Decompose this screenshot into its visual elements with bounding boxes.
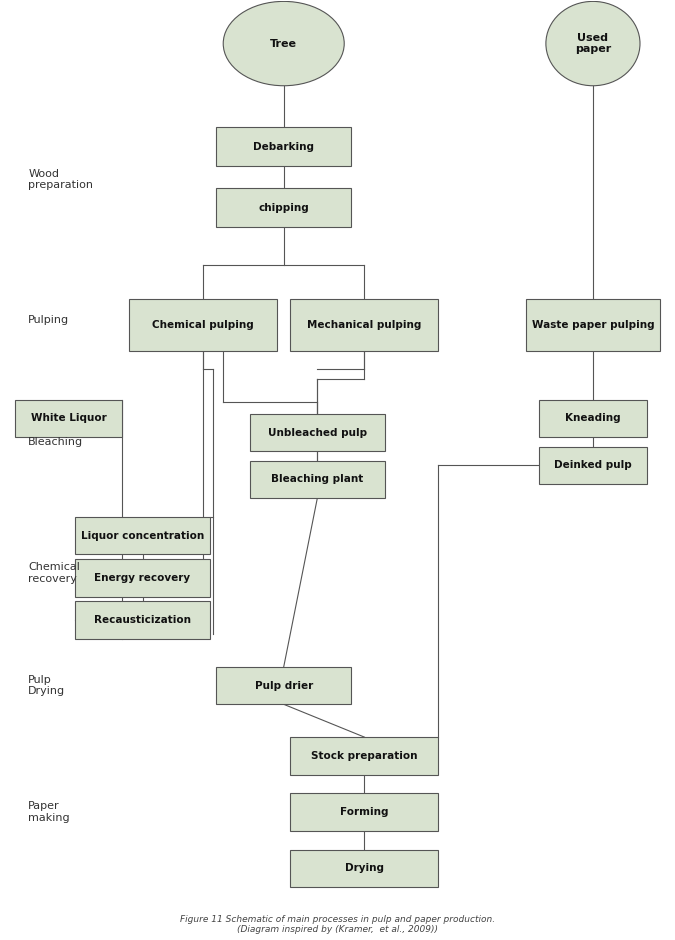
- Ellipse shape: [223, 1, 344, 86]
- Text: Paper
making: Paper making: [28, 801, 70, 822]
- Text: Drying: Drying: [345, 863, 384, 873]
- FancyBboxPatch shape: [250, 414, 385, 451]
- Text: Chemical
recovery: Chemical recovery: [28, 562, 80, 584]
- Text: Bleaching plant: Bleaching plant: [271, 475, 363, 484]
- FancyBboxPatch shape: [76, 517, 210, 555]
- Text: Stock preparation: Stock preparation: [311, 751, 418, 760]
- FancyBboxPatch shape: [290, 850, 438, 887]
- Text: Chemical pulping: Chemical pulping: [152, 320, 254, 330]
- Text: Pulp drier: Pulp drier: [254, 681, 313, 691]
- Text: Liquor concentration: Liquor concentration: [81, 530, 204, 540]
- Text: Used
paper: Used paper: [575, 33, 611, 55]
- Text: Tree: Tree: [270, 39, 297, 49]
- FancyBboxPatch shape: [217, 188, 351, 227]
- FancyBboxPatch shape: [539, 446, 647, 484]
- Text: Mechanical pulping: Mechanical pulping: [307, 320, 422, 330]
- FancyBboxPatch shape: [76, 559, 210, 597]
- FancyBboxPatch shape: [76, 602, 210, 638]
- Text: Kneading: Kneading: [565, 414, 621, 423]
- Text: Waste paper pulping: Waste paper pulping: [532, 320, 654, 330]
- Text: White Liquor: White Liquor: [31, 414, 107, 423]
- FancyBboxPatch shape: [290, 793, 438, 831]
- FancyBboxPatch shape: [290, 299, 438, 351]
- FancyBboxPatch shape: [250, 461, 385, 498]
- Text: Debarking: Debarking: [253, 142, 315, 151]
- Text: Wood
preparation: Wood preparation: [28, 168, 93, 190]
- Text: Energy recovery: Energy recovery: [95, 572, 190, 583]
- Text: Deinked pulp: Deinked pulp: [554, 461, 632, 470]
- FancyBboxPatch shape: [129, 299, 277, 351]
- FancyBboxPatch shape: [217, 127, 351, 166]
- Text: Unbleached pulp: Unbleached pulp: [268, 428, 367, 437]
- Text: Pulping: Pulping: [28, 315, 70, 325]
- Text: Bleaching: Bleaching: [28, 437, 84, 446]
- FancyBboxPatch shape: [290, 737, 438, 775]
- FancyBboxPatch shape: [539, 400, 647, 437]
- Text: Recausticization: Recausticization: [94, 615, 191, 625]
- Text: Pulp
Drying: Pulp Drying: [28, 675, 65, 697]
- Text: Forming: Forming: [340, 807, 389, 817]
- FancyBboxPatch shape: [217, 666, 351, 704]
- FancyBboxPatch shape: [526, 299, 660, 351]
- Ellipse shape: [546, 1, 640, 86]
- FancyBboxPatch shape: [15, 400, 122, 437]
- Text: chipping: chipping: [259, 203, 309, 212]
- Text: Figure 11 Schematic of main processes in pulp and paper production.
(Diagram ins: Figure 11 Schematic of main processes in…: [180, 915, 495, 934]
